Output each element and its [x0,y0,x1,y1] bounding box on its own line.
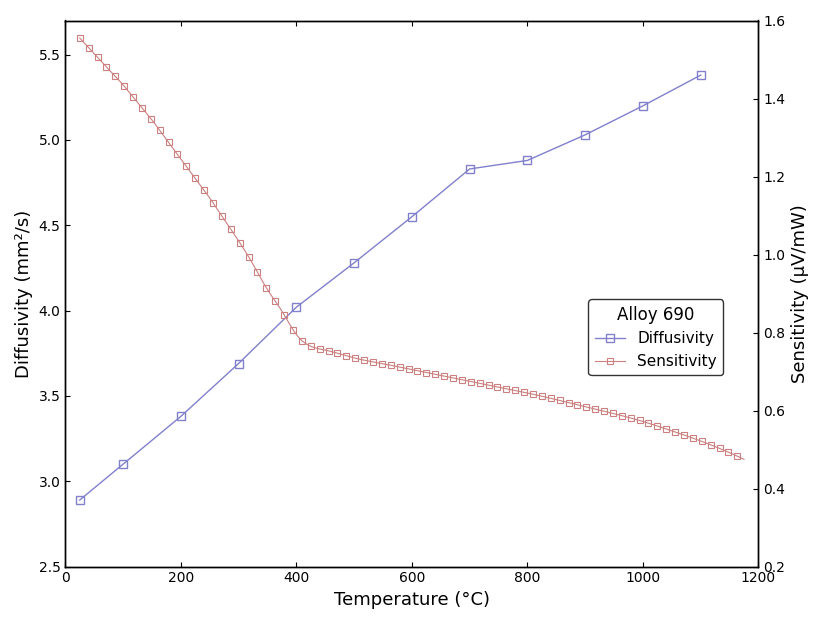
Sensitivity [468,378,478,386]
Diffusivity [118,461,128,468]
X-axis label: Temperature (°C): Temperature (°C) [334,591,490,609]
Diffusivity [349,259,359,266]
Y-axis label: Diffusivity (mm²/s): Diffusivity (mm²/s) [15,210,33,378]
Diffusivity [695,71,705,79]
Diffusivity [465,165,475,173]
Diffusivity [234,360,244,368]
Legend: Diffusivity, Sensitivity: Diffusivity, Sensitivity [588,300,723,375]
Diffusivity [522,157,532,164]
Line: Sensitivity: Sensitivity [77,36,747,462]
Diffusivity [638,102,648,110]
Sensitivity [739,456,749,463]
Diffusivity [407,213,417,220]
Line: Diffusivity: Diffusivity [76,71,705,504]
Diffusivity [580,131,590,139]
Diffusivity [292,303,302,311]
Diffusivity [75,496,85,504]
Sensitivity [634,417,644,424]
Diffusivity [176,412,185,420]
Y-axis label: Sensitivity (μV/mW): Sensitivity (μV/mW) [791,204,809,383]
Sensitivity [77,37,87,44]
Sensitivity [471,379,480,386]
Sensitivity [677,431,686,438]
Sensitivity [481,381,491,389]
Sensitivity [75,34,85,42]
